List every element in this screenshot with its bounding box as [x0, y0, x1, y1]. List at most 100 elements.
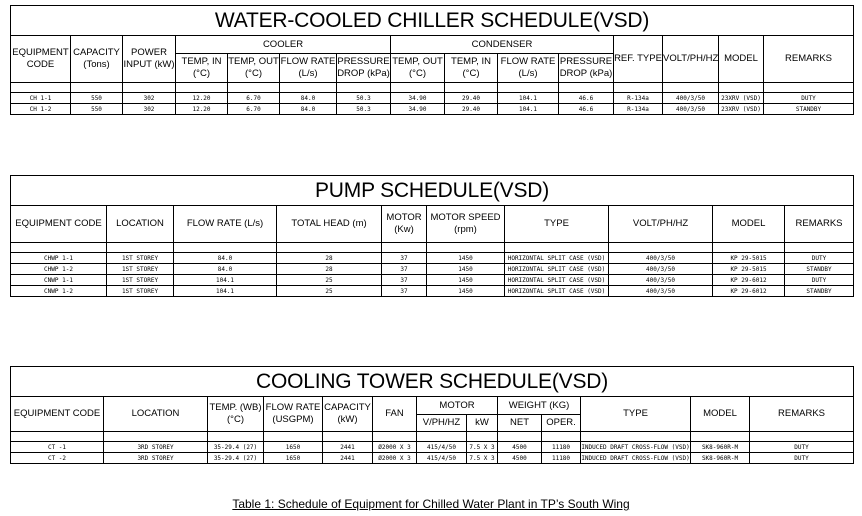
tower-header-type: TYPE [580, 396, 691, 432]
table-cell: 400/3/50 [662, 92, 719, 104]
blank-cell [504, 242, 609, 253]
table-cell: 84.0 [173, 252, 277, 264]
blank-cell [608, 242, 713, 253]
table-cell: 29.40 [444, 103, 498, 115]
blank-cell [497, 431, 542, 442]
table-cell: HORIZONTAL SPLIT CASE (VSD) [504, 263, 609, 275]
blank-cell [103, 431, 208, 442]
blank-cell [783, 242, 855, 253]
table-cell: 12.20 [175, 103, 228, 115]
table-cell: 550 [70, 103, 123, 115]
chiller-rows: CH 1-1 550 302 12.20 6.70 84.0 50.3 34.90 29.40 1… [10, 82, 855, 115]
table-row: CNWP 1-2 1ST STOREY 104.1 25 37 1450 HORIZONTA… [10, 285, 855, 297]
blank-cell [466, 431, 498, 442]
pump-header-volt: VOLT/PH/HZ [608, 205, 713, 243]
tower-header-capacity: CAPACITY (kW) [322, 396, 373, 432]
table-cell: 6.70 [227, 103, 280, 115]
pump-header-motor-speed: MOTOR SPEED (rpm) [426, 205, 505, 243]
chiller-header-ref-type: REF. TYPE [613, 35, 663, 83]
tower-header-weight-oper: OPER. [541, 414, 581, 432]
table-cell: 1450 [426, 263, 505, 275]
chiller-header-cooler-pressure-drop: PRESSURE DROP (kPa) [336, 53, 391, 83]
table-cell: 84.0 [279, 92, 337, 104]
blank-cell [10, 431, 104, 442]
tower-header-motor-kw: kW [466, 414, 498, 432]
table-cell: KP 29-5015 [712, 263, 785, 275]
table-cell: 1650 [263, 452, 323, 464]
chiller-schedule: WATER-COOLED CHILLER SCHEDULE(VSD) EQUIP… [9, 5, 855, 115]
table-cell: KP 29-6012 [712, 285, 785, 297]
blank-cell [558, 82, 614, 93]
pump-header-type: TYPE [504, 205, 609, 243]
table-row: CHWP 1-2 1ST STOREY 84.0 28 37 1450 HORIZONTAL… [10, 263, 855, 275]
table-cell: 302 [122, 103, 176, 115]
blank-cell [718, 82, 764, 93]
blank-cell [207, 431, 264, 442]
table-cell: 415/4/50 [416, 452, 467, 464]
table-cell: 550 [70, 92, 123, 104]
chiller-header-remarks: REMARKS [762, 35, 855, 83]
blank-cell [122, 82, 176, 93]
blank-cell [322, 431, 373, 442]
blank-cell [70, 82, 123, 93]
tower-header-location: LOCATION [103, 396, 208, 432]
tower-header-temp-wb: TEMP. (WB) (°C) [207, 396, 264, 432]
table-cell: DUTY [748, 441, 855, 453]
table-cell: 400/3/50 [608, 263, 713, 275]
table-cell: 50.3 [336, 103, 391, 115]
table-cell: 37 [381, 285, 427, 297]
table-cell: HORIZONTAL SPLIT CASE (VSD) [504, 274, 609, 286]
chiller-header-condenser: CONDENSER [390, 35, 614, 54]
pump-header-remarks: REMARKS [783, 205, 855, 243]
table-cell: 3RD STOREY [103, 441, 208, 453]
blank-cell [690, 431, 750, 442]
cooling-tower-schedule-table: COOLING TOWER SCHEDULE(VSD) EQUIPMENT CO… [9, 366, 855, 464]
blank-cell [762, 82, 855, 93]
table-cell: 1ST STOREY [106, 285, 174, 297]
blank-cell [106, 242, 174, 253]
table-cell: 23XRV (VSD) [718, 92, 764, 104]
chiller-header-power-input: POWER INPUT (kW) [122, 35, 176, 83]
table-cell: 302 [122, 92, 176, 104]
table-cell: 2441 [322, 441, 373, 453]
table-row: CT -2 3RD STOREY 35-29.4 (27) 1650 2441 Ø2000… [10, 452, 855, 464]
blank-cell [580, 431, 691, 442]
table-cell: 7.5 X 3 [466, 441, 498, 453]
tower-header-motor-v-ph-hz: V/PH/HZ [416, 414, 467, 432]
table-cell: STANDBY [762, 103, 855, 115]
blank-cell [10, 82, 71, 93]
tower-header-model: MODEL [690, 396, 750, 432]
table-cell: 23XRV (VSD) [718, 103, 764, 115]
pump-title: PUMP SCHEDULE(VSD) [9, 175, 855, 206]
table-cell: 1450 [426, 285, 505, 297]
table-cell: 46.6 [558, 103, 614, 115]
table-cell: INDUCED DRAFT CROSS-FLOW (VSD) [580, 452, 691, 464]
chiller-header-cooler: COOLER [175, 35, 391, 54]
cooling-tower-title: COOLING TOWER SCHEDULE(VSD) [9, 366, 855, 397]
chiller-header-condenser-temp-out: TEMP, OUT (°C) [390, 53, 445, 83]
blank-cell [426, 242, 505, 253]
blank-cell [444, 82, 498, 93]
blank-cell [10, 242, 107, 253]
table-cell: 1450 [426, 252, 505, 264]
table-cell: 37 [381, 263, 427, 275]
table-cell: 35-29.4 (27) [207, 452, 264, 464]
table-cell: DUTY [748, 452, 855, 464]
table-cell: DUTY [783, 274, 855, 286]
table-cell: 104.1 [173, 285, 277, 297]
table-cell: 28 [276, 263, 382, 275]
table-cell: 400/3/50 [608, 274, 713, 286]
table-cell: 35-29.4 (27) [207, 441, 264, 453]
table-cell: 28 [276, 252, 382, 264]
blank-cell [390, 82, 445, 93]
table-cell: 1450 [426, 274, 505, 286]
table-cell: 50.3 [336, 92, 391, 104]
table-cell: 104.1 [497, 103, 559, 115]
table-cell: CHWP 1-1 [10, 252, 107, 264]
table-cell: 25 [276, 285, 382, 297]
pump-header-model: MODEL [712, 205, 785, 243]
table-cell: 46.6 [558, 92, 614, 104]
table-cell: CH 1-2 [10, 103, 71, 115]
tower-header-motor: MOTOR [416, 396, 498, 415]
table-cell: 415/4/50 [416, 441, 467, 453]
